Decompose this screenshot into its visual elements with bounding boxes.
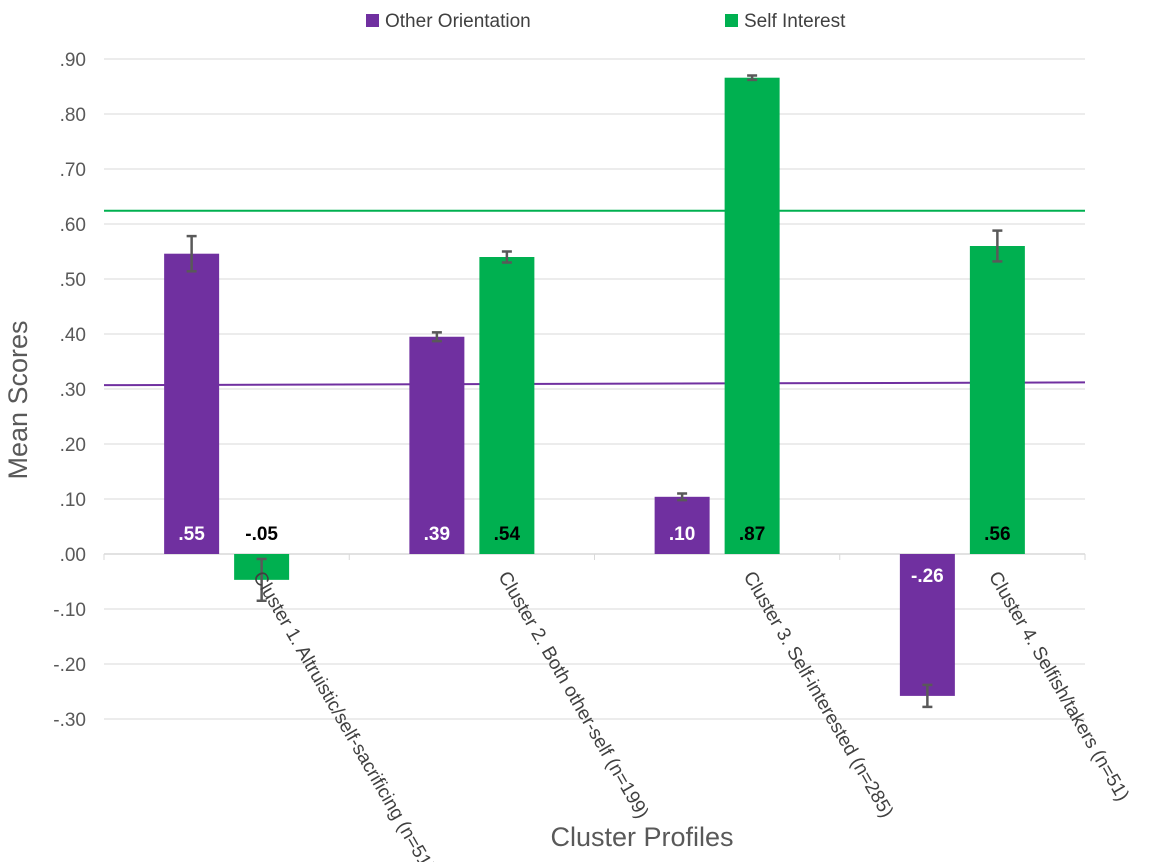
- data-label-self-interest: .56: [984, 524, 1010, 545]
- y-tick-label: -.10: [53, 600, 86, 621]
- data-label-self-interest: .54: [494, 524, 521, 545]
- bar-other-orientation: [409, 336, 465, 554]
- data-label-other-orientation: -.26: [911, 566, 944, 587]
- legend: Other Orientation Self Interest: [366, 11, 846, 32]
- data-label-other-orientation: .55: [178, 524, 205, 545]
- data-labels: .55 -.05 .39 .54 .10 .87 -.26 .56: [178, 524, 1010, 587]
- legend-label-other-orientation: Other Orientation: [385, 11, 531, 32]
- data-label-other-orientation: .39: [424, 524, 450, 545]
- category-label: Cluster 4. Selfish/takers (n=51): [984, 568, 1133, 805]
- legend-swatch-other-orientation: [366, 14, 379, 27]
- y-tick-label: .20: [60, 435, 86, 456]
- y-axis-ticks: .90 .80 .70 .60 .50 .40 .30 .20 .10 .00 -.10 -.20 -.…: [53, 50, 86, 731]
- data-label-other-orientation: .10: [669, 524, 695, 545]
- category-labels: Cluster 1. Altruistic/self-sacrificing (…: [248, 568, 1133, 862]
- y-tick-label: -.20: [53, 655, 86, 676]
- y-tick-label: .00: [60, 545, 86, 566]
- y-tick-label: .40: [60, 325, 86, 346]
- bar-other-orientation: [654, 496, 710, 554]
- bar-self-interest: [479, 257, 535, 554]
- reference-line-other-orientation: [103, 381, 1086, 387]
- y-tick-label: .60: [60, 215, 86, 236]
- category-label: Cluster 3. Self-interested (n=285): [739, 568, 897, 821]
- y-tick-label: .50: [60, 270, 86, 291]
- data-label-self-interest: .87: [739, 524, 765, 545]
- y-tick-label: -.30: [53, 710, 86, 731]
- y-tick-label: .30: [60, 380, 86, 401]
- x-axis-title: Cluster Profiles: [550, 822, 733, 852]
- data-label-self-interest: -.05: [245, 524, 278, 545]
- bar-other-orientation: [899, 554, 955, 696]
- y-tick-label: .80: [60, 105, 86, 126]
- bar-other-orientation: [164, 253, 220, 554]
- reference-lines: [103, 209, 1086, 387]
- bar-self-interest: [724, 77, 780, 554]
- category-label: Cluster 1. Altruistic/self-sacrificing (…: [248, 568, 438, 862]
- y-tick-label: .70: [60, 160, 86, 181]
- legend-label-self-interest: Self Interest: [744, 11, 846, 32]
- y-tick-label: .90: [60, 50, 86, 71]
- legend-swatch-self-interest: [725, 14, 738, 27]
- y-axis-title: Mean Scores: [3, 320, 33, 479]
- category-label: Cluster 2. Both other-self (n=199): [494, 568, 653, 822]
- bar-self-interest: [969, 246, 1025, 554]
- y-tick-label: .10: [60, 490, 86, 511]
- error-bars: [186, 74, 1003, 709]
- bars: [164, 77, 1025, 696]
